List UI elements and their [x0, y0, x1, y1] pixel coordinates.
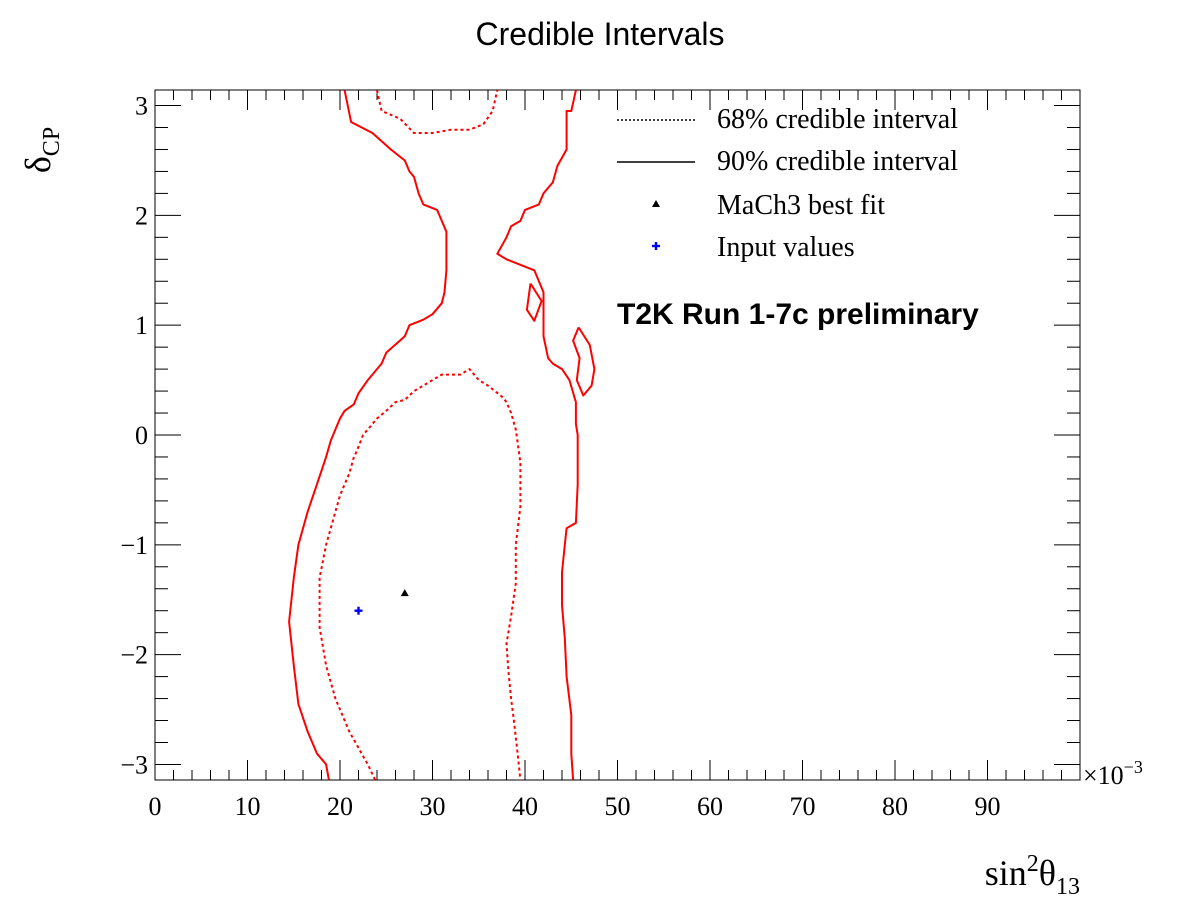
contour-90-line [496, 89, 579, 780]
legend-best-fit-label: MaCh3 best fit [717, 190, 885, 221]
y-axis-label: δCP [18, 127, 65, 173]
x-multiplier: ×10−3 [1083, 757, 1143, 790]
legend-68-label: 68% credible interval [717, 104, 958, 135]
x-tick-label: 60 [697, 792, 723, 821]
y-tick-label: 2 [135, 201, 148, 230]
input-values-marker [354, 606, 363, 615]
x-tick-label: 80 [882, 792, 908, 821]
x-tick-label: 90 [975, 792, 1001, 821]
x-tick-label: 0 [149, 792, 162, 821]
x-tick-label: 40 [512, 792, 538, 821]
legend: 68% credible interval 90% credible inter… [617, 104, 958, 263]
x-tick-label: 10 [235, 792, 261, 821]
axis-tick-labels: 0 10 20 30 40 50 60 70 80 90 −3 −2 −1 0 1 2 3 [120, 92, 1000, 821]
contours [288, 89, 596, 781]
legend-input-label: Input values [717, 232, 855, 263]
y-tick-label: −1 [120, 531, 148, 560]
contour-68-line [376, 89, 499, 134]
y-tick-label: 3 [135, 92, 148, 121]
contour-90-line [525, 282, 543, 322]
x-tick-label: 20 [327, 792, 353, 821]
contour-90-line [572, 326, 596, 397]
y-tick-label: 0 [135, 421, 148, 450]
best-fit-marker [400, 589, 409, 597]
legend-best-fit-marker [652, 200, 660, 207]
preliminary-annotation: T2K Run 1-7c preliminary [617, 298, 979, 331]
x-tick-label: 50 [605, 792, 631, 821]
y-tick-label: −3 [120, 750, 148, 779]
y-tick-label: −2 [120, 641, 148, 670]
x-tick-label: 70 [790, 792, 816, 821]
legend-90-label: 90% credible interval [717, 146, 958, 177]
legend-input-marker [652, 242, 660, 250]
plot-frame [154, 89, 1081, 781]
markers [354, 589, 409, 615]
y-tick-label: 1 [135, 311, 148, 340]
x-axis-label: sin2θ13 [985, 851, 1080, 900]
contour-90-line [288, 89, 448, 780]
contour-68-line [318, 368, 522, 781]
axis-ticks [154, 90, 1081, 780]
chart-title: Credible Intervals [476, 16, 725, 52]
x-tick-label: 30 [420, 792, 446, 821]
